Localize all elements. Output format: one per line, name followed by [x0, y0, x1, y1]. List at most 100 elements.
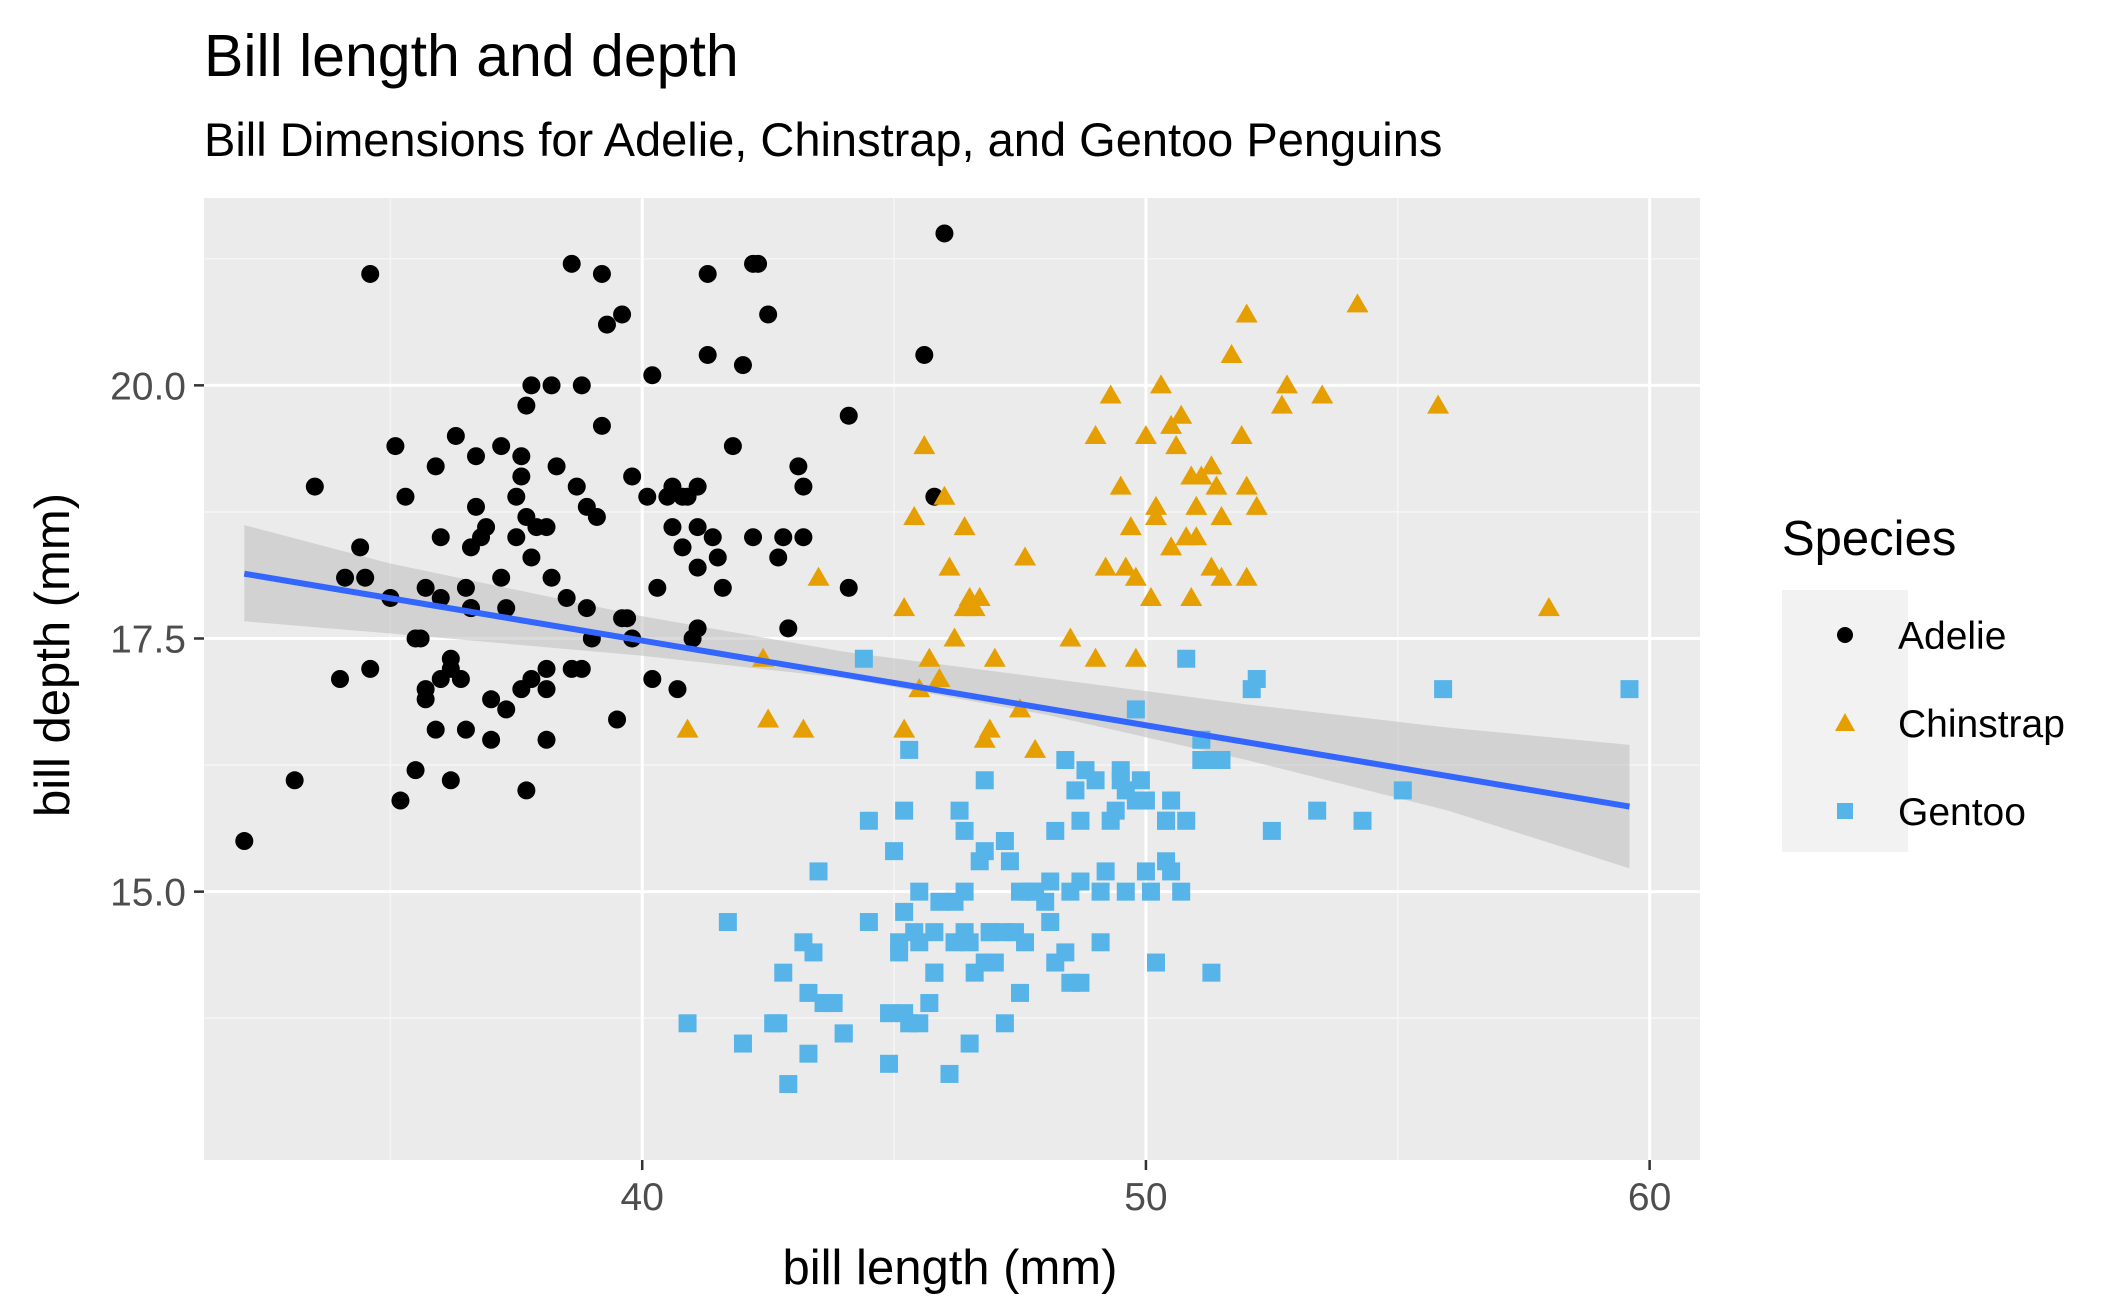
point-chinstrap — [1094, 556, 1117, 576]
point-adelie — [396, 487, 415, 506]
point-gentoo — [1016, 933, 1035, 952]
point-gentoo — [1136, 862, 1155, 881]
point-gentoo — [910, 882, 929, 901]
point-gentoo — [1136, 791, 1155, 810]
point-adelie — [482, 730, 501, 749]
point-gentoo — [1041, 872, 1060, 891]
point-gentoo — [900, 740, 919, 759]
point-adelie — [492, 568, 511, 587]
point-gentoo — [1126, 700, 1145, 719]
point-chinstrap — [943, 627, 966, 647]
point-adelie — [643, 670, 662, 688]
point-adelie — [597, 315, 616, 334]
point-adelie — [441, 771, 460, 790]
point-adelie — [789, 457, 808, 476]
point-adelie — [935, 224, 954, 243]
point-gentoo — [824, 994, 843, 1013]
point-adelie — [416, 690, 435, 709]
point-gentoo — [804, 943, 823, 962]
chart-title: Bill length and depth — [204, 23, 739, 89]
point-adelie — [431, 588, 450, 607]
point-adelie — [572, 376, 591, 395]
point-adelie — [517, 781, 536, 800]
point-gentoo — [1147, 953, 1165, 972]
point-gentoo — [955, 821, 974, 840]
point-chinstrap — [1180, 586, 1203, 606]
point-chinstrap — [1124, 566, 1147, 586]
point-chinstrap — [1170, 404, 1193, 424]
point-adelie — [794, 477, 813, 496]
point-gentoo — [769, 1014, 788, 1033]
x-tick-label: 60 — [1628, 1176, 1671, 1219]
point-gentoo — [995, 923, 1014, 942]
point-chinstrap — [1230, 424, 1253, 444]
point-chinstrap — [1311, 384, 1334, 404]
point-chinstrap — [1099, 384, 1122, 404]
point-adelie — [623, 467, 642, 486]
point-adelie — [492, 437, 511, 456]
x-tick-label: 40 — [621, 1176, 664, 1219]
point-adelie — [643, 366, 662, 385]
point-gentoo — [975, 771, 994, 790]
point-adelie — [542, 568, 561, 587]
point-gentoo — [779, 1075, 798, 1094]
point-gentoo — [1131, 771, 1150, 790]
point-chinstrap — [1084, 424, 1107, 444]
point-adelie — [305, 477, 324, 496]
point-adelie — [512, 467, 531, 486]
point-adelie — [613, 305, 632, 324]
point-gentoo — [995, 832, 1014, 851]
point-adelie — [592, 264, 611, 283]
point-chinstrap — [963, 597, 986, 617]
series-adelie — [235, 224, 954, 851]
point-adelie — [915, 345, 934, 364]
y-tick-label: 17.5 — [110, 618, 186, 661]
point-chinstrap — [1180, 465, 1203, 485]
point-chinstrap — [1200, 455, 1223, 475]
point-chinstrap — [757, 708, 780, 728]
point-adelie — [698, 345, 717, 364]
point-gentoo — [1000, 852, 1019, 871]
point-adelie — [517, 396, 536, 415]
point-adelie — [713, 578, 732, 597]
point-gentoo — [1172, 882, 1191, 901]
point-gentoo — [910, 933, 929, 952]
point-gentoo — [1141, 882, 1160, 901]
point-chinstrap — [938, 556, 961, 576]
series-gentoo — [678, 649, 1639, 1094]
point-gentoo — [1308, 801, 1327, 820]
point-gentoo — [925, 923, 944, 942]
point-adelie — [774, 528, 793, 547]
point-chinstrap — [1145, 505, 1167, 525]
legend-title: Species — [1782, 512, 1956, 566]
point-gentoo — [1036, 892, 1055, 911]
point-gentoo — [930, 892, 949, 911]
point-chinstrap — [918, 647, 941, 667]
point-adelie — [733, 356, 752, 375]
point-gentoo — [985, 953, 1004, 972]
point-chinstrap — [1210, 566, 1233, 586]
point-gentoo — [1041, 913, 1060, 932]
point-gentoo — [1353, 811, 1372, 830]
point-gentoo — [1162, 862, 1181, 881]
point-gentoo — [910, 1014, 929, 1033]
point-chinstrap — [1235, 303, 1258, 323]
point-adelie — [522, 548, 541, 567]
point-chinstrap — [807, 566, 830, 586]
point-chinstrap — [933, 485, 956, 505]
point-chinstrap — [893, 597, 916, 617]
point-chinstrap — [1114, 556, 1137, 576]
point-gentoo — [1106, 801, 1125, 820]
x-axis-title: bill length (mm) — [783, 1241, 1118, 1295]
point-adelie — [456, 578, 475, 597]
point-gentoo — [885, 842, 904, 861]
point-adelie — [769, 548, 788, 567]
point-gentoo — [920, 994, 939, 1013]
point-adelie — [497, 700, 516, 719]
point-adelie — [779, 619, 798, 638]
point-adelie — [537, 659, 556, 678]
point-gentoo — [950, 801, 969, 820]
chart-subtitle: Bill Dimensions for Adelie, Chinstrap, a… — [204, 113, 1442, 166]
point-adelie — [522, 376, 541, 395]
point-adelie — [673, 538, 692, 557]
